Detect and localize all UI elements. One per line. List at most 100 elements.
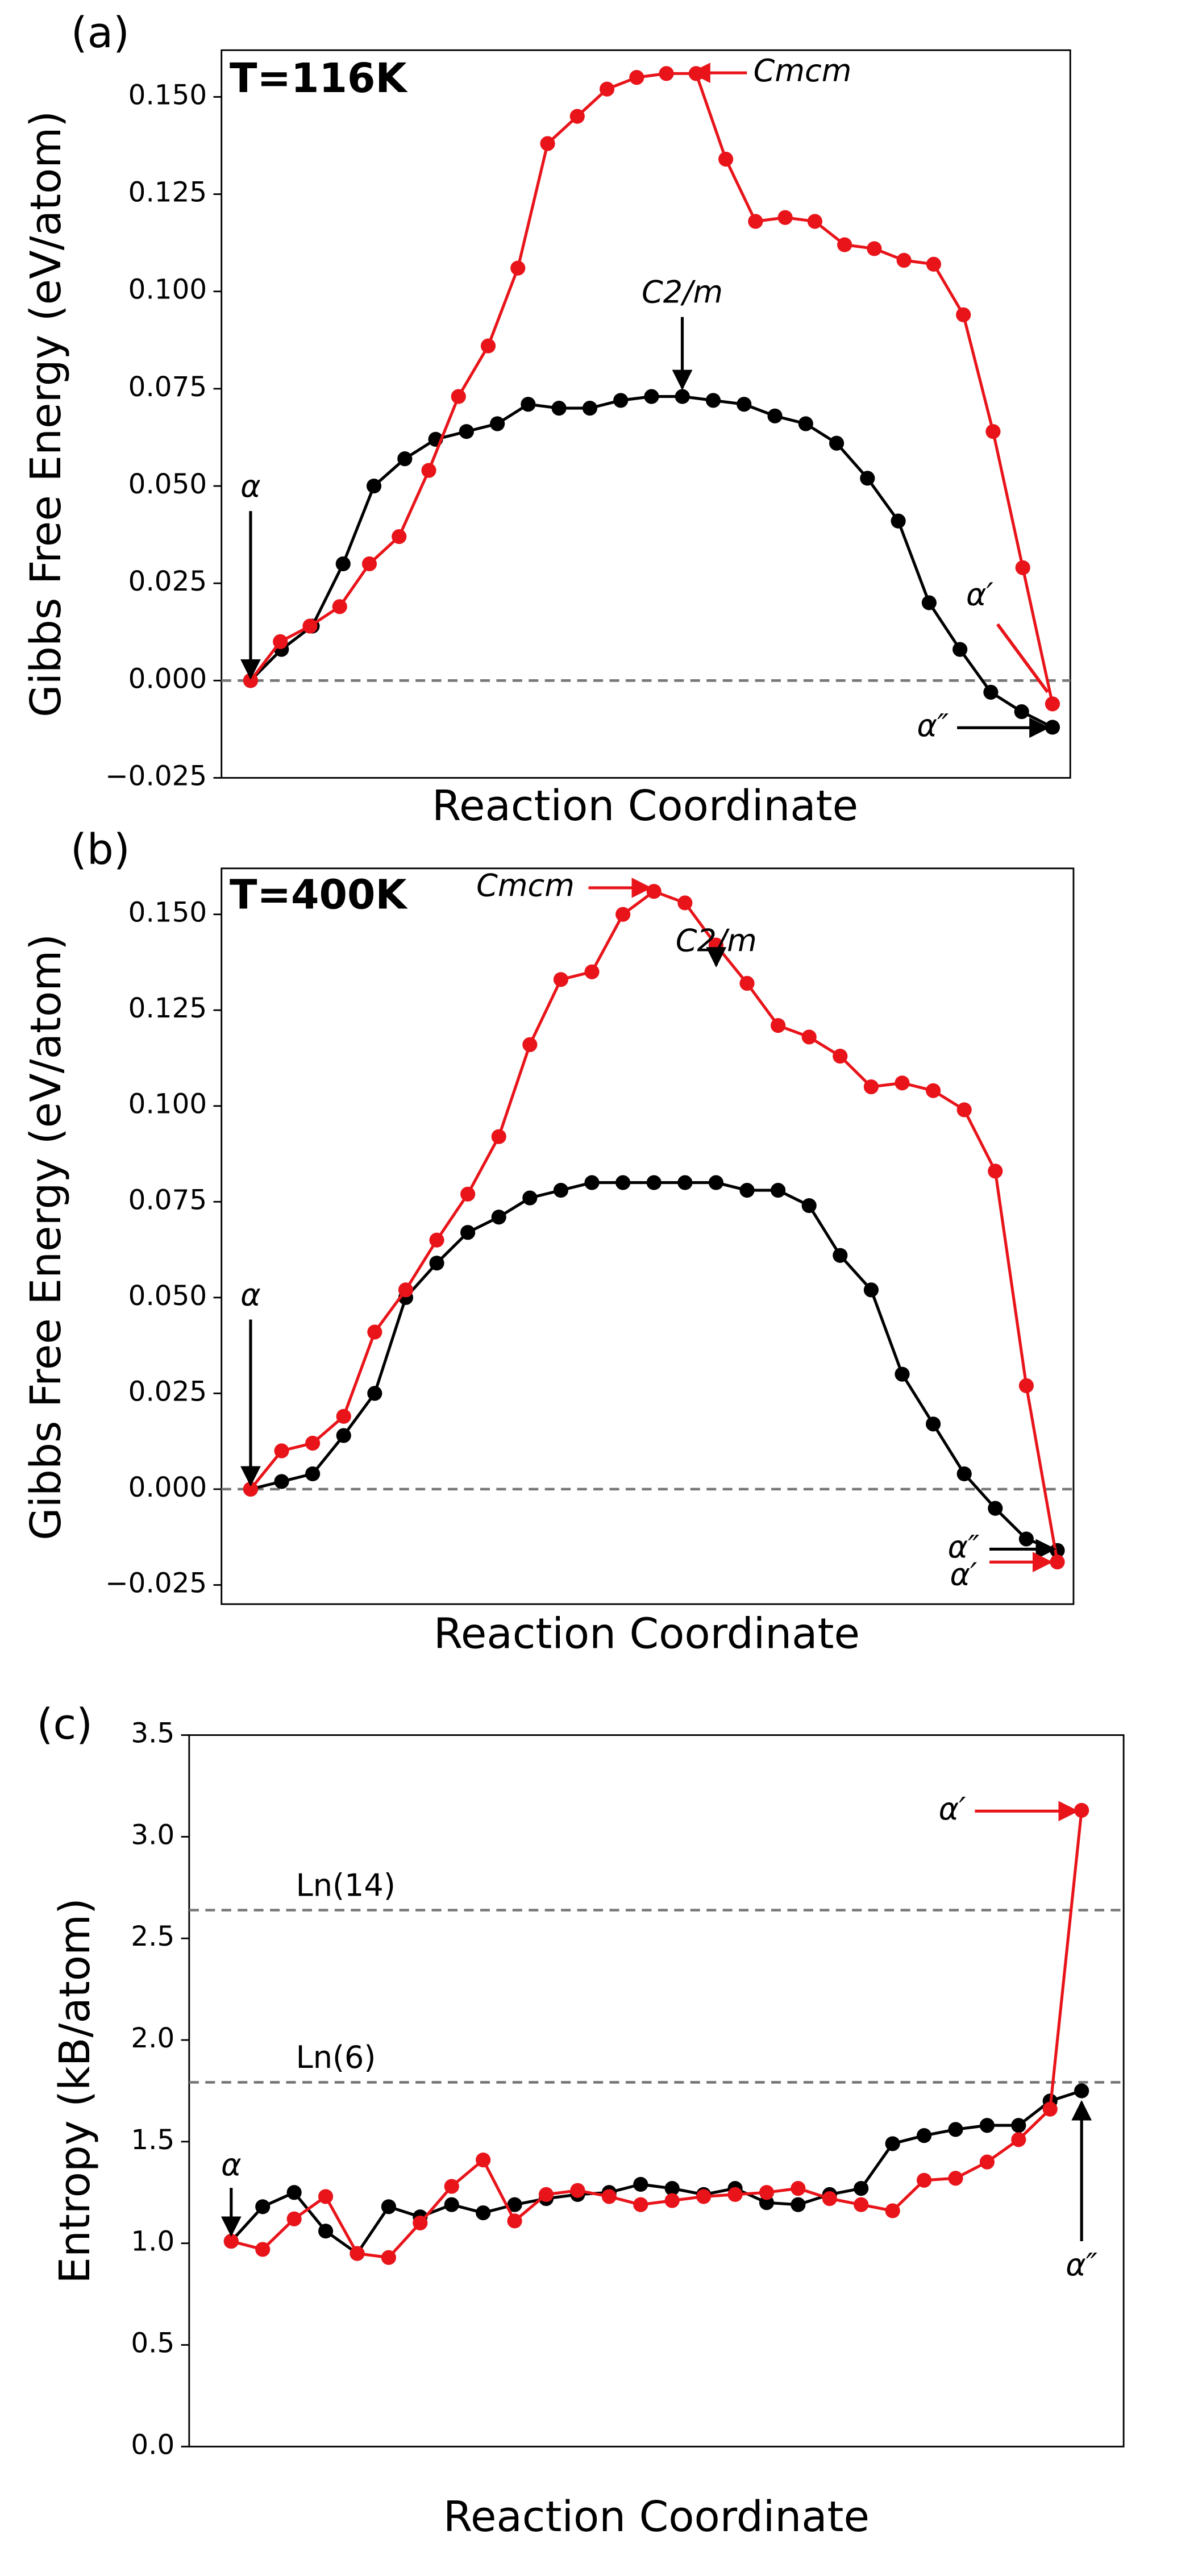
data-point — [737, 397, 752, 412]
data-point — [777, 210, 793, 225]
reference-label: Ln(14) — [296, 1867, 396, 1903]
annotation: T=400K — [230, 871, 409, 919]
data-point — [302, 618, 318, 634]
y-tick-label: 3.5 — [131, 1718, 174, 1750]
data-point — [629, 70, 644, 85]
data-point — [599, 81, 615, 97]
y-tick-label: 0.075 — [128, 1184, 207, 1216]
data-point — [956, 1102, 972, 1117]
data-point — [829, 435, 845, 451]
data-point — [336, 1409, 351, 1424]
annotation: α″ — [1066, 2247, 1097, 2283]
annotation: T=116K — [230, 55, 409, 102]
plot-frame — [221, 867, 1075, 1605]
plot-frame — [221, 49, 1071, 779]
data-point — [988, 1501, 1003, 1516]
y-tick-label: 3.0 — [131, 1819, 174, 1851]
data-point — [429, 1256, 444, 1271]
data-point — [510, 260, 526, 276]
y-tick-label: 0.125 — [128, 177, 207, 209]
data-point — [444, 2197, 459, 2212]
data-point — [613, 393, 629, 408]
data-point — [274, 1474, 289, 1489]
data-point — [675, 389, 690, 404]
data-point — [584, 1175, 600, 1190]
y-axis-label: Gibbs Free Energy (eV/atom) — [22, 111, 70, 717]
data-point — [350, 2246, 365, 2261]
y-tick-label: 0.5 — [131, 2327, 174, 2359]
x-axis-label: Reaction Coordinate — [432, 782, 858, 830]
data-point — [771, 1182, 786, 1198]
data-point — [988, 1164, 1003, 1179]
data-point — [948, 2171, 963, 2186]
data-point — [274, 1443, 289, 1459]
data-point — [538, 2187, 554, 2202]
data-point — [705, 393, 721, 408]
y-tick-label: 1.5 — [131, 2124, 174, 2156]
data-point — [413, 2215, 428, 2230]
data-point — [867, 241, 882, 256]
data-point — [759, 2195, 775, 2211]
data-point — [956, 307, 971, 322]
data-point — [739, 975, 755, 991]
data-point — [956, 1466, 972, 1482]
data-point — [569, 109, 585, 124]
y-tick-label: 0.000 — [128, 663, 207, 695]
data-point — [255, 2242, 271, 2257]
data-point — [1015, 560, 1030, 575]
data-point — [601, 2189, 617, 2204]
data-point — [1011, 2132, 1026, 2147]
data-point — [646, 884, 662, 899]
data-point — [367, 1324, 382, 1340]
data-point — [522, 1190, 538, 1206]
data-point — [916, 2128, 932, 2143]
series-line — [231, 1810, 1083, 2259]
data-point — [1045, 696, 1060, 712]
data-point — [553, 1182, 569, 1198]
annotation: α″ — [917, 708, 949, 743]
data-point — [1074, 2083, 1089, 2099]
data-point — [807, 214, 822, 229]
y-tick-label: 0.150 — [128, 897, 207, 929]
annotation: Cmcm — [754, 53, 852, 89]
data-point — [885, 2136, 900, 2151]
data-point — [335, 556, 351, 572]
data-point — [748, 214, 763, 229]
data-point — [863, 1079, 879, 1095]
data-point — [860, 471, 875, 486]
data-point — [480, 338, 496, 354]
data-point — [615, 1175, 631, 1190]
data-point — [791, 2181, 806, 2196]
annotation-line — [996, 623, 1049, 693]
data-point — [507, 2213, 522, 2229]
data-point — [896, 252, 912, 268]
data-point — [553, 972, 569, 987]
data-point — [491, 1129, 506, 1144]
x-axis-label: Reaction Coordinate — [443, 2492, 870, 2541]
data-point — [397, 451, 413, 467]
data-point — [305, 1435, 321, 1451]
y-tick-label: 0.025 — [128, 1376, 207, 1407]
y-axis-label: Gibbs Free Energy (eV/atom) — [22, 934, 70, 1540]
y-tick-label: 0.100 — [128, 1088, 207, 1120]
data-point — [318, 2224, 334, 2239]
data-point — [926, 256, 942, 272]
data-point — [1011, 2118, 1026, 2133]
data-point — [921, 595, 937, 610]
data-point — [429, 1232, 444, 1248]
data-point — [451, 389, 466, 404]
series-line — [249, 890, 1059, 1563]
data-point — [1018, 1531, 1034, 1547]
y-tick-label: 0.050 — [128, 468, 207, 500]
data-point — [286, 2185, 302, 2200]
data-point — [286, 2211, 302, 2226]
data-point — [540, 136, 555, 151]
annotation: α′ — [950, 1556, 977, 1592]
data-point — [223, 2234, 239, 2249]
data-point — [460, 1186, 476, 1202]
data-point — [677, 895, 693, 911]
data-point — [664, 2193, 680, 2208]
y-tick-label: 0.0 — [131, 2429, 174, 2461]
data-point — [444, 2179, 459, 2194]
annotation: α′ — [939, 1791, 966, 1827]
